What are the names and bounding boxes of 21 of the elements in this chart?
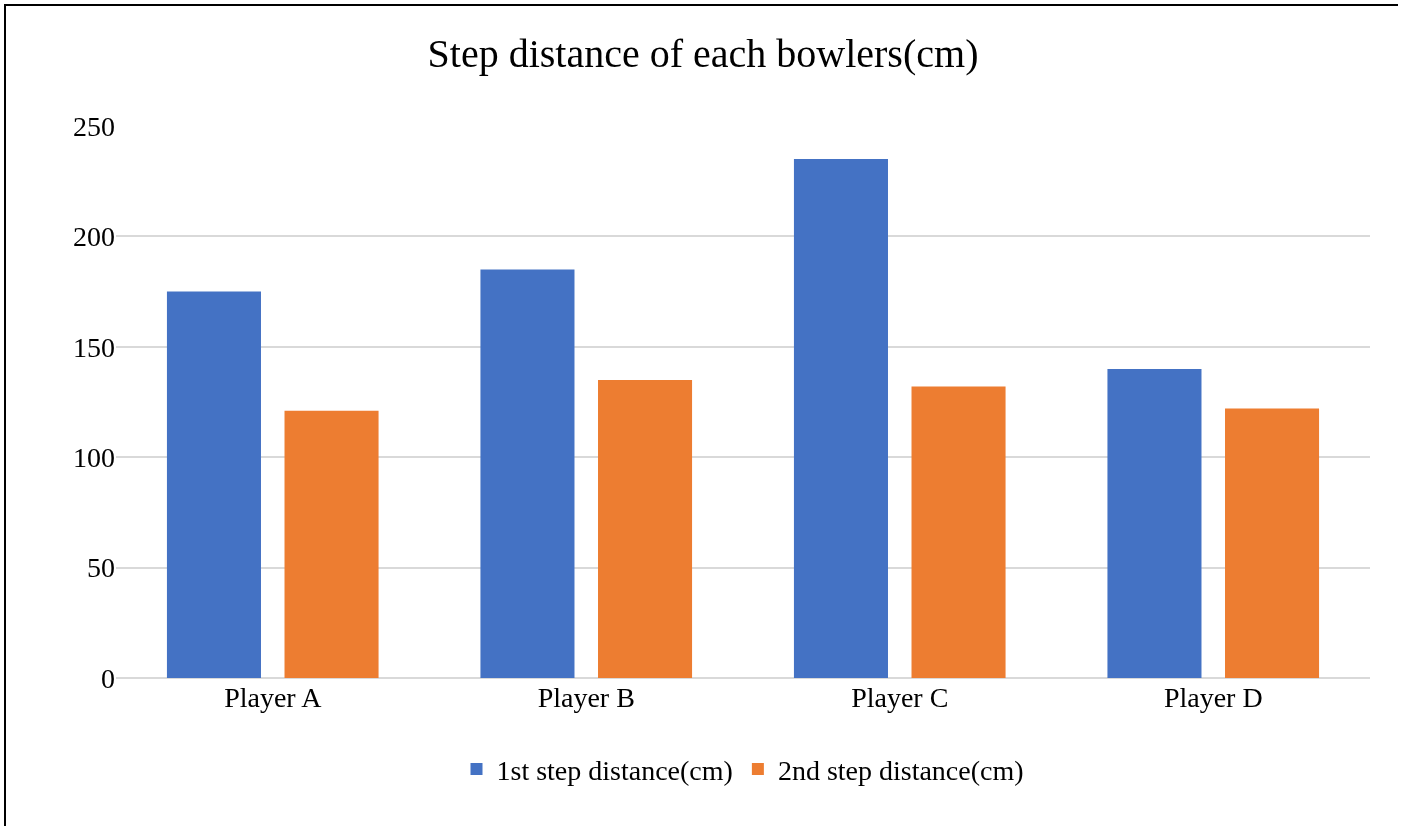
- bar: [166, 291, 261, 678]
- legend-label: 2nd step distance(cm): [777, 754, 1024, 786]
- x-tick-label: Player C: [851, 682, 949, 713]
- bar: [598, 379, 693, 678]
- y-tick-label: 50: [87, 552, 115, 584]
- x-tick-label: Player D: [1163, 682, 1263, 713]
- x-tick-label: Player B: [537, 682, 635, 713]
- legend-label: 1st step distance(cm): [496, 754, 733, 786]
- bar: [793, 159, 888, 678]
- y-tick-label: 200: [73, 221, 115, 253]
- bar: [911, 386, 1006, 678]
- bar: [284, 410, 379, 678]
- bar: [480, 269, 575, 678]
- bar: [1107, 368, 1202, 678]
- y-tick-label: 0: [101, 662, 115, 694]
- bar: [1225, 408, 1320, 678]
- y-tick-label: 150: [73, 331, 115, 363]
- chart-title: Step distance of each bowlers(cm): [427, 30, 979, 76]
- y-tick-label: 250: [73, 110, 115, 142]
- y-tick-label: 100: [73, 442, 115, 473]
- x-tick-label: Player A: [224, 682, 323, 713]
